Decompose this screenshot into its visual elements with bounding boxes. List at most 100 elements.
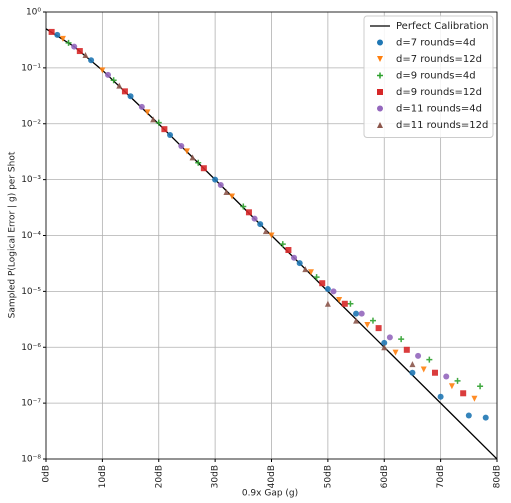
point (477, 383, 484, 390)
point (353, 317, 360, 324)
x-tick-label: 10dB (98, 465, 108, 488)
point (377, 56, 383, 62)
point (302, 266, 309, 273)
legend: Perfect Calibration d=7 rounds=4d d=7 roun… (363, 15, 494, 138)
point (65, 39, 72, 46)
point (386, 334, 393, 341)
point (217, 182, 224, 189)
legend-box (363, 15, 494, 138)
point (313, 274, 320, 281)
point (448, 383, 455, 390)
point (437, 393, 444, 400)
point (377, 39, 383, 46)
point (268, 232, 275, 239)
point (105, 71, 112, 78)
point (330, 288, 337, 295)
point (121, 88, 128, 95)
x-tick-label: 0dB (42, 465, 52, 483)
point (127, 93, 134, 100)
point (377, 122, 383, 128)
x-tick-label: 50dB (323, 465, 333, 488)
point (138, 103, 145, 110)
y-tick-label: 10⁻⁵ (21, 287, 41, 297)
point (48, 28, 55, 35)
point (398, 336, 405, 343)
point (76, 48, 83, 55)
point (454, 377, 461, 384)
point (144, 109, 151, 116)
y-axis-label: Sampled P(Logical Error | g) per Shot (8, 151, 18, 318)
x-tick-label: 70dB (436, 465, 446, 488)
point (347, 300, 354, 307)
y-tick-label: 10⁻¹ (21, 63, 41, 73)
legend-label: d=9 rounds=4d (396, 71, 476, 82)
point (189, 154, 196, 161)
point (167, 131, 174, 138)
point (99, 67, 106, 74)
point (257, 221, 264, 228)
point (353, 310, 360, 317)
point (443, 373, 450, 380)
legend-label: d=9 rounds=12d (396, 87, 482, 98)
point (82, 51, 89, 58)
point (116, 82, 123, 89)
point (307, 269, 314, 276)
point (381, 344, 388, 351)
point (460, 390, 467, 397)
point (369, 317, 376, 324)
point (341, 300, 348, 307)
point (161, 126, 168, 133)
point (465, 412, 472, 419)
x-tick-label: 60dB (380, 465, 390, 488)
y-tick-label: 10⁰ (26, 8, 41, 18)
point (403, 346, 410, 353)
point (336, 297, 343, 304)
y-tick-label: 10⁻⁴ (21, 231, 41, 241)
point (251, 215, 258, 222)
point (110, 77, 117, 84)
legend-label: d=11 rounds=4d (396, 104, 482, 115)
point (54, 31, 61, 38)
y-tick-label: 10⁻⁶ (21, 343, 41, 353)
point (200, 165, 207, 172)
point (377, 72, 383, 79)
point (88, 57, 95, 64)
x-tick-label: 80dB (493, 465, 503, 488)
point (319, 280, 326, 287)
point (262, 228, 269, 235)
point (381, 339, 388, 346)
point (285, 247, 292, 254)
point (409, 369, 416, 376)
point (291, 254, 298, 261)
point (377, 89, 383, 95)
point (178, 142, 185, 149)
legend-label: Perfect Calibration (396, 21, 489, 32)
point (358, 310, 365, 317)
point (420, 366, 427, 373)
point (212, 176, 219, 183)
point (155, 119, 162, 126)
point (195, 159, 202, 166)
legend-label: d=7 rounds=4d (396, 38, 476, 49)
point (324, 286, 331, 293)
point (426, 356, 433, 363)
point (183, 148, 190, 155)
point (392, 349, 399, 356)
y-tick-label: 10⁻⁷ (21, 399, 41, 409)
point (229, 193, 236, 200)
point (431, 369, 438, 376)
legend-label: d=11 rounds=12d (396, 120, 488, 131)
point (223, 189, 230, 196)
point (245, 209, 252, 216)
plot-frame (45, 11, 498, 460)
x-tick-label: 40dB (267, 465, 277, 488)
point (364, 322, 371, 329)
point (59, 35, 66, 42)
legend-label: d=7 rounds=12d (396, 54, 482, 65)
point (415, 352, 422, 359)
point (150, 116, 157, 123)
y-tick-label: 10⁻⁸ (21, 455, 41, 465)
x-tick-label: 20dB (154, 465, 164, 488)
y-tick-label: 10⁻² (21, 119, 41, 129)
